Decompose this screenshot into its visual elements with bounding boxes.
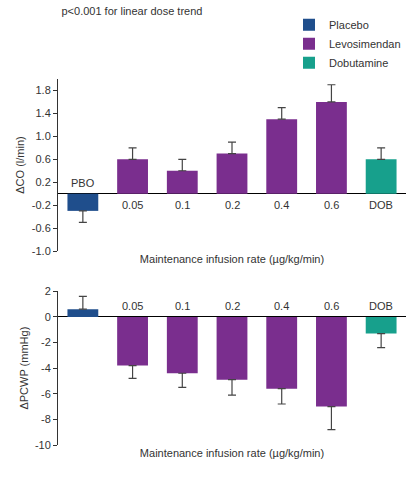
svg-text:2: 2 xyxy=(45,285,51,297)
svg-text:Maintenance infusion rate (µg/: Maintenance infusion rate (µg/kg/min) xyxy=(140,447,324,459)
svg-text:p<0.001 for linear dose trend: p<0.001 for linear dose trend xyxy=(61,5,202,17)
svg-text:-4: -4 xyxy=(41,362,51,374)
svg-text:-10: -10 xyxy=(35,439,51,451)
svg-text:DOB: DOB xyxy=(369,300,393,312)
svg-text:ΔCO (l/min): ΔCO (l/min) xyxy=(14,136,26,193)
svg-text:0.6: 0.6 xyxy=(324,199,339,211)
svg-text:-6: -6 xyxy=(41,388,51,400)
svg-text:0.4: 0.4 xyxy=(274,300,289,312)
svg-text:0.2: 0.2 xyxy=(225,199,240,211)
svg-text:1.4: 1.4 xyxy=(36,107,51,119)
svg-text:0.2: 0.2 xyxy=(36,176,51,188)
svg-text:0.6: 0.6 xyxy=(36,153,51,165)
svg-text:0.05: 0.05 xyxy=(122,300,143,312)
svg-text:DOB: DOB xyxy=(369,199,393,211)
svg-text:Dobutamine: Dobutamine xyxy=(329,57,388,69)
svg-text:-0.6: -0.6 xyxy=(32,222,51,234)
svg-text:-2: -2 xyxy=(41,336,51,348)
svg-text:1.8: 1.8 xyxy=(36,84,51,96)
svg-text:0.1: 0.1 xyxy=(175,300,190,312)
svg-text:-8: -8 xyxy=(41,413,51,425)
svg-text:Maintenance infusion rate (µg/: Maintenance infusion rate (µg/kg/min) xyxy=(140,253,324,265)
svg-text:0.1: 0.1 xyxy=(175,199,190,211)
svg-text:0.2: 0.2 xyxy=(225,300,240,312)
svg-text:PBO: PBO xyxy=(71,177,95,189)
svg-text:Levosimendan: Levosimendan xyxy=(329,38,401,50)
svg-text:0.4: 0.4 xyxy=(274,199,289,211)
svg-text:Placebo: Placebo xyxy=(329,19,369,31)
svg-text:0.6: 0.6 xyxy=(324,300,339,312)
svg-text:0.05: 0.05 xyxy=(122,199,143,211)
svg-text:-1.0: -1.0 xyxy=(32,245,51,257)
svg-text:1.0: 1.0 xyxy=(36,130,51,142)
svg-text:0: 0 xyxy=(45,311,51,323)
svg-text:ΔPCWP (mmHg): ΔPCWP (mmHg) xyxy=(18,327,30,410)
svg-text:-0.2: -0.2 xyxy=(32,199,51,211)
